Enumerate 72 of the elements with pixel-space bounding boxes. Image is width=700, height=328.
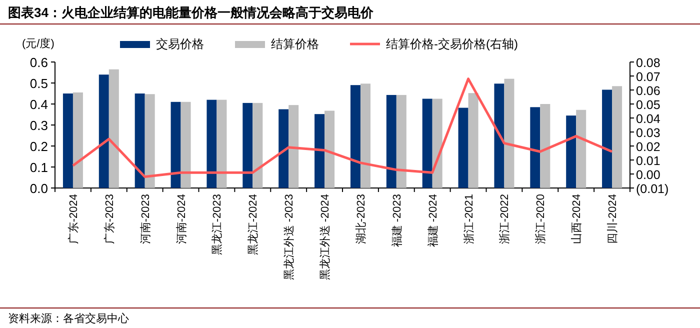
- bar: [134, 94, 145, 188]
- y-tick-label: 0.1: [30, 160, 48, 175]
- bar: [72, 92, 83, 188]
- y2-tick-label: 0.08: [636, 56, 660, 70]
- bar: [566, 116, 576, 188]
- x-tick-label: 河南-2024: [174, 194, 188, 244]
- bar: [242, 102, 253, 188]
- y-tick-label: 0.6: [30, 55, 48, 70]
- bar: [314, 114, 325, 188]
- bar: [386, 94, 396, 188]
- bar: [504, 78, 514, 188]
- y2-tick-label: 0.03: [636, 126, 660, 140]
- bar: [180, 102, 191, 188]
- x-tick-label: 黑龙江外送 -2023: [282, 194, 296, 280]
- y2-tick-label: (0.01): [636, 182, 669, 196]
- bar: [144, 94, 155, 188]
- y-tick-label: 0.5: [30, 76, 48, 91]
- x-tick-label: 山西-2024: [570, 194, 584, 244]
- bar: [432, 98, 442, 188]
- y-axis-title: (元/度): [22, 37, 54, 50]
- x-tick-label: 河南-2023: [138, 194, 152, 244]
- bar: [396, 94, 406, 188]
- x-tick-label: 黑龙江外送 -2024: [318, 194, 332, 280]
- bar: [468, 93, 478, 188]
- chart-title: 图表34：火电企业结算的电能量价格一般情况会略高于交易电价: [8, 5, 374, 20]
- bar: [540, 104, 550, 188]
- y2-tick-label: 0.04: [636, 112, 660, 126]
- x-tick-label: 浙江-2020: [534, 194, 548, 244]
- x-tick-label: 四川-2024: [606, 194, 620, 244]
- bar: [494, 84, 504, 188]
- bar: [98, 74, 109, 188]
- x-tick-label: 湖北-2023: [354, 194, 368, 244]
- y2-tick-label: 0.07: [636, 70, 660, 84]
- bar: [576, 110, 586, 188]
- x-tick-label: 福建 -2023: [390, 194, 404, 248]
- bar: [108, 69, 119, 188]
- y2-tick-label: 0.02: [636, 140, 660, 154]
- bar: [530, 107, 540, 188]
- y2-tick-label: 0.01: [636, 154, 660, 168]
- x-tick-label: 广东-2023: [102, 194, 116, 244]
- y-tick-label: 0.0: [30, 181, 48, 196]
- line-series: [72, 78, 614, 178]
- bar: [62, 94, 73, 188]
- y2-tick-label: 0.05: [636, 98, 660, 112]
- bar: [422, 98, 432, 188]
- bar: [288, 105, 299, 188]
- bar: [360, 84, 370, 188]
- bar: [206, 100, 217, 188]
- bar: [458, 108, 468, 188]
- bar: [252, 102, 263, 188]
- bar: [612, 86, 622, 188]
- x-tick-label: 浙江-2022: [498, 194, 512, 244]
- x-tick-label: 黑龙江-2024: [246, 194, 260, 256]
- y2-tick-label: 0.00: [636, 168, 660, 182]
- bar: [324, 110, 335, 188]
- x-tick-label: 黑龙江-2023: [210, 194, 224, 256]
- bar: [350, 85, 360, 188]
- bar: [216, 100, 227, 188]
- bar: [278, 109, 289, 188]
- y-tick-label: 0.2: [30, 139, 48, 154]
- x-tick-label: 浙江-2021: [462, 194, 476, 244]
- y2-tick-label: 0.06: [636, 84, 660, 98]
- legend-label: 结算价格: [271, 37, 319, 51]
- y-tick-label: 0.4: [30, 97, 48, 112]
- bar: [602, 90, 612, 188]
- x-tick-label: 广东-2024: [66, 194, 80, 244]
- x-tick-label: 福建 -2024: [426, 194, 440, 248]
- y-tick-label: 0.3: [30, 118, 48, 133]
- legend-label: 交易价格: [156, 37, 204, 51]
- text: 资料来源：各省交易中心: [8, 312, 129, 325]
- legend-label: 结算价格-交易价格(右轴): [386, 37, 518, 51]
- bar: [170, 102, 181, 188]
